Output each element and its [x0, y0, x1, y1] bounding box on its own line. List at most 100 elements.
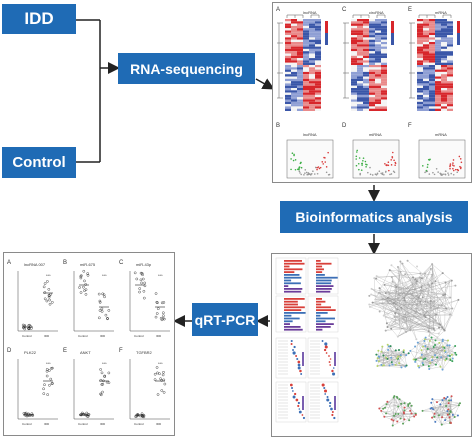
heatmap-cell — [363, 106, 369, 109]
volcano-point — [458, 155, 461, 158]
network-edge — [404, 297, 417, 340]
network-edge — [382, 280, 452, 304]
heatmap-cell — [309, 48, 315, 52]
heatmap-cell — [291, 42, 297, 45]
heatmap-cell — [285, 69, 291, 72]
pcr-point — [43, 291, 47, 294]
volcano-point — [433, 173, 436, 176]
network-edge — [442, 400, 461, 404]
heatmap-cell — [381, 35, 387, 38]
pcr-point — [43, 383, 46, 387]
dotplot-key — [334, 352, 336, 366]
volcano-point — [384, 171, 387, 173]
pcr-panel-label: E — [63, 348, 67, 354]
pcr-point — [140, 414, 144, 417]
network-node — [417, 296, 420, 299]
network-node — [448, 416, 451, 419]
heatmap-cell — [423, 67, 429, 70]
heatmap-cell — [423, 42, 429, 45]
heatmap-cell — [435, 21, 441, 24]
pcr-panel-title: PLK22 — [24, 350, 37, 355]
heatmap-cell — [363, 58, 369, 61]
dotplot-frame — [307, 337, 339, 379]
heatmap-cell — [435, 62, 441, 65]
network-node — [434, 339, 437, 342]
heatmap-cell — [291, 51, 297, 54]
network-node — [448, 355, 451, 358]
heatmap-cell — [417, 35, 423, 38]
network-edge — [408, 405, 415, 417]
network-node — [444, 419, 447, 422]
dotplot-point — [323, 348, 327, 352]
network-edge — [386, 291, 402, 320]
heatmap-cell — [381, 78, 387, 82]
volcano-point — [387, 164, 390, 167]
heatmap-cell — [429, 76, 435, 79]
heatmap-cell — [423, 32, 429, 36]
heatmap-cell — [447, 42, 453, 45]
heatmap-cell — [291, 19, 297, 22]
heatmap-cell — [441, 108, 447, 111]
heatmap-cell — [423, 55, 429, 59]
enrichment-bar — [284, 288, 303, 290]
heatmap-cell — [285, 60, 291, 63]
heatmap-cell — [429, 23, 435, 26]
heatmap-cell — [363, 65, 369, 68]
network-node — [438, 296, 441, 299]
network-node — [443, 397, 446, 400]
network-node — [448, 279, 451, 282]
network-edge — [435, 354, 453, 362]
network-node — [395, 357, 398, 360]
heatmap-cell — [285, 108, 291, 111]
volcano-point — [294, 159, 297, 161]
network-edge — [432, 399, 442, 425]
network-edge — [411, 272, 443, 304]
network-node — [378, 407, 381, 410]
dotplot-point — [329, 401, 332, 405]
heatmap-cell — [441, 44, 447, 47]
heatmap-cell — [417, 81, 423, 84]
network-edge — [427, 345, 450, 350]
volcano-point — [358, 168, 360, 171]
network-node — [445, 397, 448, 400]
heatmap-cell — [435, 76, 441, 79]
network-edge — [387, 299, 459, 328]
network-node — [442, 345, 445, 348]
network-edge — [443, 280, 450, 296]
heatmap-cell — [351, 92, 357, 95]
heatmap-cell — [447, 62, 453, 65]
network-edge — [404, 405, 412, 411]
network-edge — [374, 278, 420, 299]
volcano-point — [452, 162, 454, 164]
volcano-point — [460, 161, 463, 164]
heatmap-cell — [285, 35, 291, 38]
heatmap-cell — [441, 88, 447, 91]
pcr-point — [140, 272, 144, 275]
volcano-point — [394, 164, 396, 166]
heatmap-cell — [369, 101, 375, 105]
volcano-point — [294, 168, 297, 171]
pcr-group-control: Control — [78, 422, 88, 426]
network-node — [424, 336, 427, 339]
network-edge — [385, 316, 434, 329]
network-edge — [386, 404, 399, 407]
network-node — [396, 420, 399, 423]
network-edge — [397, 314, 437, 337]
heatmap-cell — [423, 48, 429, 52]
dotplot-point — [332, 372, 336, 376]
heatmap-cell — [309, 51, 315, 54]
heatmap-cell — [285, 48, 291, 52]
heatmap-cell — [351, 19, 357, 22]
dotplot-point — [324, 393, 327, 395]
pcr-point — [155, 301, 159, 304]
network-edge — [378, 292, 435, 331]
pcr-point — [45, 299, 49, 303]
network-node — [426, 347, 429, 350]
network-node — [390, 361, 393, 364]
pcr-point — [42, 387, 45, 391]
color-key — [457, 21, 460, 33]
heatmap-cell — [297, 81, 303, 84]
heatmap-cell — [309, 81, 315, 84]
heatmap-cell — [351, 39, 357, 42]
heatmap-cell — [363, 97, 369, 100]
